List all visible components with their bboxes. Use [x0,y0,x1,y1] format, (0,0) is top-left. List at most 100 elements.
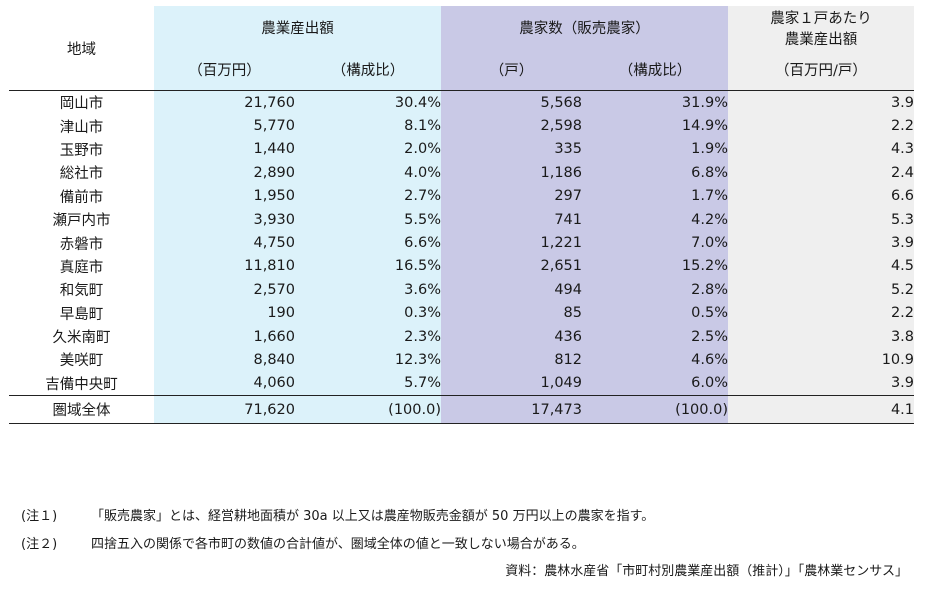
cell-output: 1,660 [154,324,295,349]
cell-output: 1,440 [154,137,295,162]
cell-per-farm: 5.3 [728,207,914,232]
cell-name: 赤磐市 [59,236,104,253]
cell-name: 久米南町 [52,330,111,347]
cell-per-farm: 3.9 [728,90,914,115]
cell-farms-share: 6.0% [582,371,728,396]
cell-output: 2,890 [154,161,295,185]
cell-farms: 494 [441,278,582,302]
cell-per-farm: 10.9 [728,348,914,372]
cell-name: 吉備中央町 [45,376,118,393]
cell-per-farm: 2.4 [728,161,914,185]
total-output: 71,620 [154,395,295,424]
cell-farms-share: 1.9% [582,137,728,162]
cell-output: 3,930 [154,207,295,232]
header-per-farm-line1: 農家１戸あたり [770,10,872,27]
cell-farms-share: 6.8% [582,161,728,185]
cell-name: 和気町 [59,283,104,300]
cell-output: 1,950 [154,184,295,208]
cell-output-share: 4.0% [295,161,441,185]
cell-per-farm: 5.2 [728,278,914,302]
cell-name: 玉野市 [59,142,104,159]
cell-farms: 1,221 [441,231,582,255]
cell-output-share: 2.7% [295,184,441,208]
total-farms: 17,473 [441,395,582,424]
table-row: 早島町 190 0.3% 85 0.5% 2.2 [9,301,914,325]
cell-name: 美咲町 [59,353,104,370]
cell-output: 2,570 [154,278,295,302]
table-row: 吉備中央町 4,060 5.7% 1,049 6.0% 3.9 [9,371,914,396]
cell-farms: 436 [441,324,582,349]
cell-farms: 2,598 [441,114,582,138]
table-row: 総社市 2,890 4.0% 1,186 6.8% 2.4 [9,161,914,185]
source-note: 資料：農林水産省「市町村別農業産出額（推計）」「農林業センサス」 [505,564,908,579]
unit-output-share: （構成比） [295,49,441,91]
total-output-share: (100.0) [295,395,441,424]
cell-name: 備前市 [59,189,104,206]
note-1-text: 「販売農家」とは、経営耕地面積が 30a 以上又は農産物販売金額が 50 万円以… [91,509,655,524]
cell-farms-share: 14.9% [582,114,728,138]
cell-output-share: 2.3% [295,324,441,349]
cell-name: 早島町 [59,306,104,323]
cell-farms-share: 15.2% [582,254,728,279]
cell-name: 真庭市 [59,259,104,276]
table-row: 岡山市 21,760 30.4% 5,568 31.9% 3.9 [9,90,914,115]
table-row: 瀬戸内市 3,930 5.5% 741 4.2% 5.3 [9,207,914,232]
cell-output: 4,060 [154,371,295,396]
table-row: 玉野市 1,440 2.0% 335 1.9% 4.3 [9,137,914,162]
cell-farms: 1,049 [441,371,582,396]
cell-farms: 297 [441,184,582,208]
cell-output-share: 6.6% [295,231,441,255]
cell-output: 8,840 [154,348,295,372]
cell-output-share: 3.6% [295,278,441,302]
note-1: (注１) 「販売農家」とは、経営耕地面積が 30a 以上又は農産物販売金額が 50… [21,505,654,524]
cell-per-farm: 3.9 [728,231,914,255]
unit-farms-share: （構成比） [582,49,728,91]
cell-farms-share: 31.9% [582,90,728,115]
unit-per-farm: （百万円/戸） [728,49,914,91]
cell-output: 4,750 [154,231,295,255]
cell-output-share: 12.3% [295,348,441,372]
cell-farms-share: 7.0% [582,231,728,255]
cell-farms: 85 [441,301,582,325]
note-2: (注２) 四捨五入の関係で各市町の数値の合計値が、圏域全体の値と一致しない場合があ… [21,533,585,552]
table-row: 津山市 5,770 8.1% 2,598 14.9% 2.2 [9,114,914,138]
table-row: 備前市 1,950 2.7% 297 1.7% 6.6 [9,184,914,208]
table-row: 久米南町 1,660 2.3% 436 2.5% 3.8 [9,324,914,349]
cell-output: 11,810 [154,254,295,279]
cell-name: 津山市 [59,119,104,136]
cell-farms-share: 0.5% [582,301,728,325]
cell-per-farm: 4.5 [728,254,914,279]
cell-output-share: 8.1% [295,114,441,138]
cell-output-share: 0.3% [295,301,441,325]
note-2-label: (注２) [21,537,58,552]
cell-output-share: 5.7% [295,371,441,396]
table-row: 赤磐市 4,750 6.6% 1,221 7.0% 3.9 [9,231,914,255]
header-per-farm-line2: 農業産出額 [784,31,858,48]
cell-name: 総社市 [59,166,104,183]
note-1-label: (注１) [21,509,58,524]
cell-farms: 812 [441,348,582,372]
cell-output-share: 5.5% [295,207,441,232]
cell-farms: 335 [441,137,582,162]
cell-farms-share: 2.8% [582,278,728,302]
cell-farms: 5,568 [441,90,582,115]
unit-output: （百万円） [154,49,295,91]
total-per-farm: 4.1 [728,395,914,424]
table-row: 美咲町 8,840 12.3% 812 4.6% 10.9 [9,348,914,372]
header-output: 農業産出額 [154,6,441,49]
cell-farms: 2,651 [441,254,582,279]
agri-output-table: 地域 農業産出額 農家数（販売農家） 農家１戸あたり 農業産出額 （百万円） （… [9,6,914,424]
cell-per-farm: 3.9 [728,371,914,396]
cell-output-share: 2.0% [295,137,441,162]
cell-output: 5,770 [154,114,295,138]
total-row: 圏域全体 71,620 (100.0) 17,473 (100.0) 4.1 [9,395,914,424]
cell-farms-share: 2.5% [582,324,728,349]
cell-per-farm: 2.2 [728,114,914,138]
cell-farms-share: 4.2% [582,207,728,232]
cell-farms: 1,186 [441,161,582,185]
cell-output-share: 30.4% [295,90,441,115]
cell-per-farm: 6.6 [728,184,914,208]
cell-output: 190 [154,301,295,325]
table-row: 和気町 2,570 3.6% 494 2.8% 5.2 [9,278,914,302]
total-name: 圏域全体 [52,403,111,420]
